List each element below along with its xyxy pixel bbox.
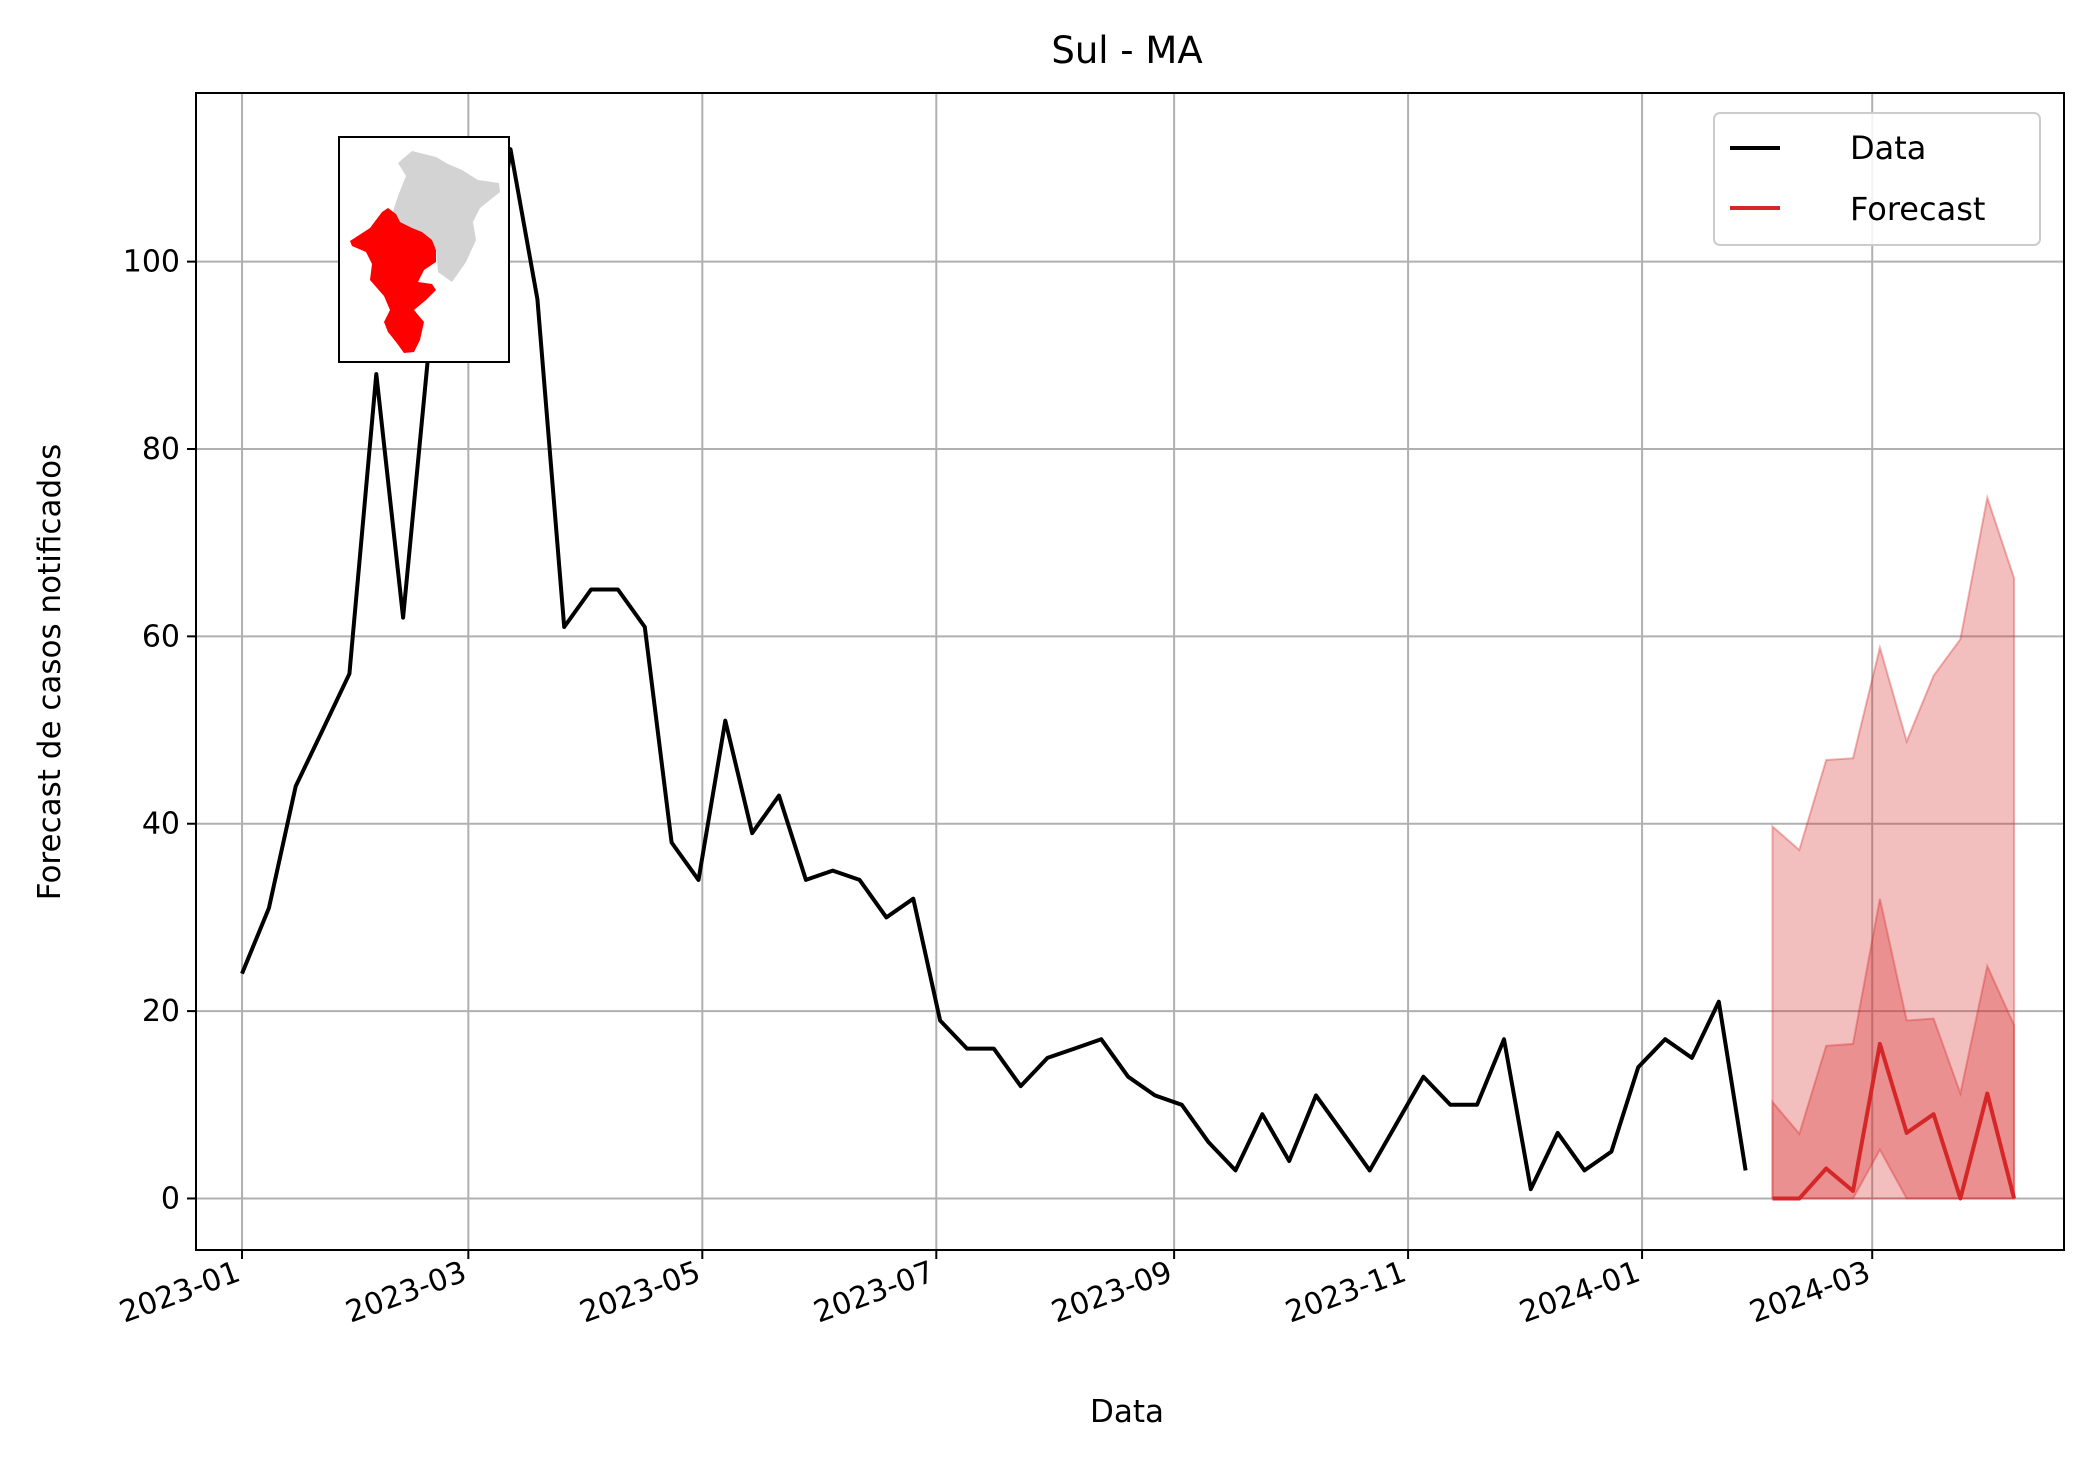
legend-forecast-label: Forecast <box>1850 190 1985 228</box>
x-axis-label: Data <box>1090 1394 1164 1430</box>
chart-title: Sul - MA <box>1051 29 1202 72</box>
plot-area-frame <box>195 92 2065 1251</box>
y-tick-label-0: 0 <box>161 1181 180 1216</box>
legend: Data Forecast <box>1713 112 2041 246</box>
y-axis-label: Forecast de casos notificados <box>32 444 68 901</box>
y-axis: 0 20 40 60 80 100 <box>123 245 196 1216</box>
series-line-forecast <box>1772 1041 2017 1201</box>
y-tick-label-20: 20 <box>142 994 180 1029</box>
legend-box <box>1713 112 2041 246</box>
y-tick-label-60: 60 <box>142 619 180 654</box>
maranhao-state-map-icon <box>338 136 510 363</box>
inset-map-base-region <box>390 151 500 282</box>
y-tick-label-80: 80 <box>142 432 180 467</box>
inset-map-highlighted-region <box>350 208 436 353</box>
y-tick-label-40: 40 <box>142 807 180 842</box>
y-tick-label-100: 100 <box>123 245 180 280</box>
legend-data-label: Data <box>1850 129 1926 167</box>
